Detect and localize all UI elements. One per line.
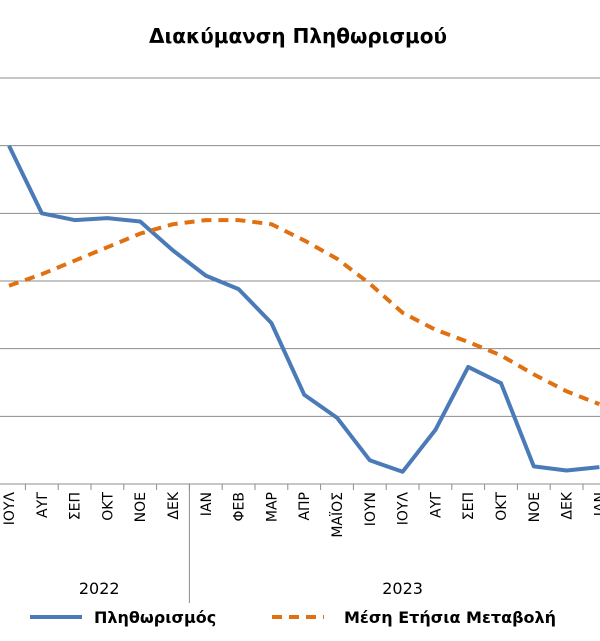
gridlines: [0, 77, 600, 417]
x-axis: [0, 483, 600, 603]
legend-label: Μέση Ετήσια Μεταβολή: [344, 608, 556, 627]
legend-label: Πληθωρισμός: [94, 608, 216, 627]
legend: Πληθωρισμός Μέση Ετήσια Μεταβολή: [30, 608, 556, 627]
x-tick-label: ΜΑΪΟΣ: [328, 492, 346, 538]
x-tick-label: ΦΕΒ: [232, 492, 248, 521]
x-tick-label: ΙΑΝ: [199, 492, 215, 516]
year-label: 2022: [79, 579, 120, 598]
x-tick-label: ΣΕΠ: [461, 492, 477, 520]
series-group: [7, 144, 600, 474]
x-tick-label: ΔΕΚ: [166, 491, 182, 519]
x-tick-labels: ΙΟΥΛ ΑΥΓ ΣΕΠ ΟΚΤ ΝΟΕ ΔΕΚ ΙΑΝ ΦΕΒ ΜΑΡ ΑΠΡ ΜΑΪΟΣ ΙΟΥΝ…: [2, 491, 600, 537]
series-line-1: [7, 144, 600, 474]
x-tick-label: ΝΟΕ: [527, 492, 543, 522]
x-tick-label: ΝΟΕ: [133, 492, 149, 522]
x-tick-label: ΣΕΠ: [68, 492, 84, 520]
x-tick-label: ΑΠΡ: [297, 492, 313, 521]
x-tick-label: ΙΑΝ: [592, 492, 600, 516]
year-labels: 2022 2023: [79, 579, 423, 598]
x-tick-label: ΑΥΓ: [35, 492, 51, 518]
x-tick-label: ΜΑΡ: [264, 492, 280, 522]
x-tick-label: ΑΥΓ: [428, 492, 444, 518]
series-line-2: [8, 218, 600, 407]
x-tick-label: ΔΕΚ: [560, 491, 576, 519]
x-tick-label: ΙΟΥΝ: [363, 492, 379, 526]
year-label: 2023: [382, 579, 423, 598]
x-tick-label: ΟΚΤ: [494, 492, 510, 521]
x-tick-label: ΙΟΥΛ: [396, 492, 412, 526]
chart-title: Διακύμανση Πληθωρισμού: [149, 24, 447, 48]
x-tick-label: ΟΚΤ: [100, 492, 116, 521]
x-tick-label: ΙΟΥΛ: [2, 492, 18, 526]
